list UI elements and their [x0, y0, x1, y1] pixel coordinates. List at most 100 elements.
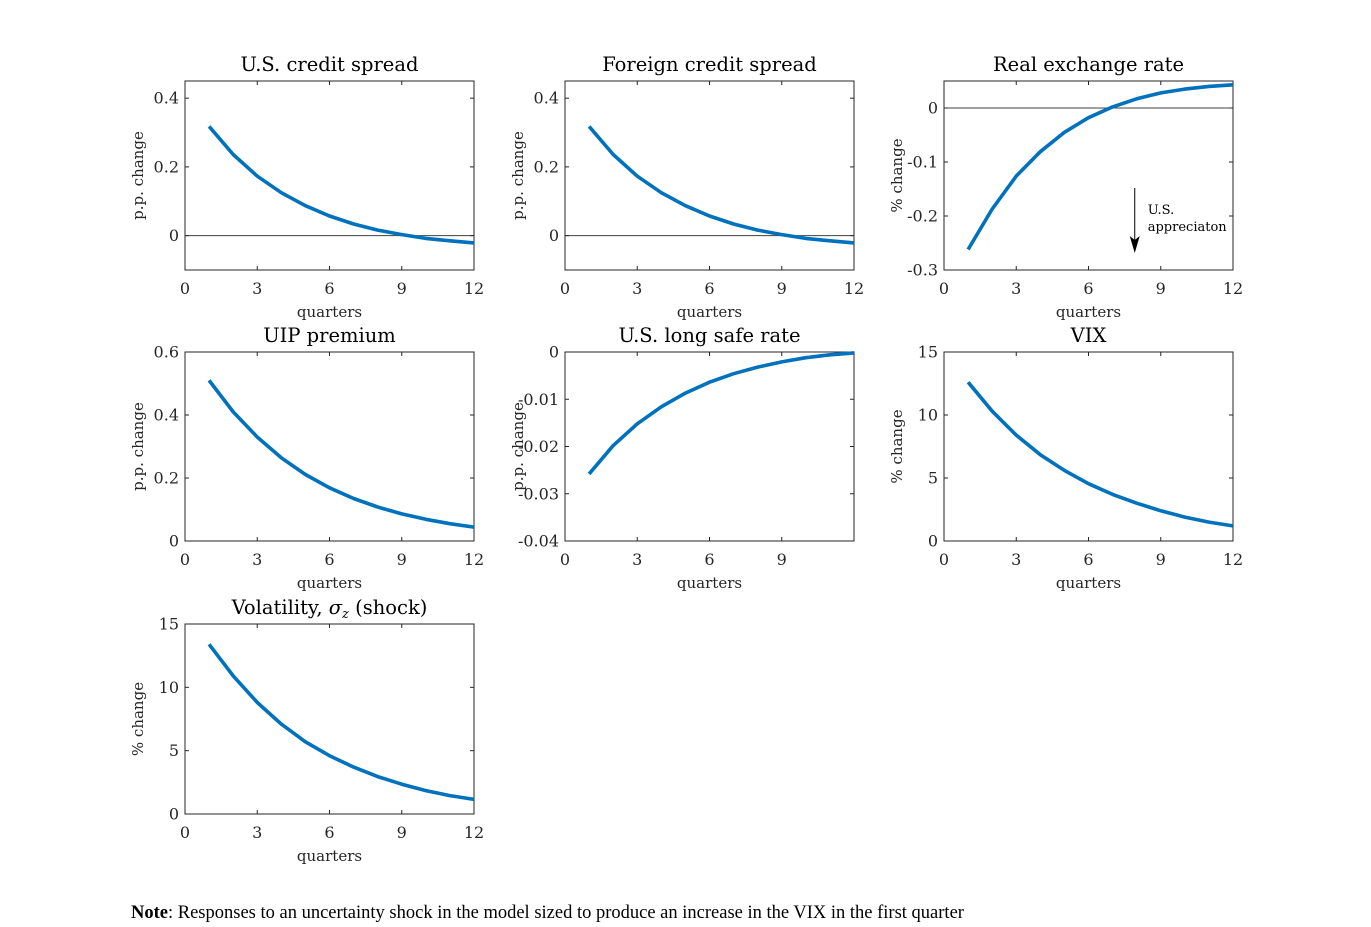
- x-tick-label: 6: [704, 279, 714, 298]
- y-tick-label: 0: [169, 805, 179, 824]
- y-tick-label: -0.01: [518, 390, 559, 409]
- y-tick-label: 0.2: [154, 157, 179, 176]
- y-axis-label: % change: [888, 409, 906, 483]
- x-tick-label: 0: [939, 279, 949, 298]
- y-tick-label: 0: [928, 99, 938, 118]
- x-tick-label: 3: [1011, 279, 1021, 298]
- annotation-text: appreciaton: [1148, 220, 1228, 235]
- subplot-5: 0 3 6 9 -0.04 -0.03 -0.02 -0.01 0 U.S. long safe …: [509, 324, 855, 592]
- x-tick-label: 0: [560, 279, 570, 298]
- y-tick-label: -0.2: [907, 207, 938, 226]
- y-tick-label: 0.4: [154, 406, 179, 425]
- axes-box: [184, 80, 475, 271]
- y-tick-label: 0.2: [154, 469, 179, 488]
- y-axis-label: % change: [129, 682, 147, 756]
- y-tick-label: 0.2: [534, 157, 559, 176]
- series-line: [587, 125, 855, 245]
- x-axis-label: quarters: [1056, 574, 1121, 592]
- y-axis-label: p.p. change: [129, 402, 147, 491]
- annotation-arrow-head: [1129, 236, 1140, 253]
- x-tick-label: 3: [1011, 550, 1021, 569]
- y-tick-label: -0.04: [518, 532, 559, 551]
- x-axis-label: quarters: [297, 574, 362, 592]
- x-tick-label: 12: [464, 823, 484, 842]
- x-axis-label: quarters: [297, 303, 362, 321]
- axes-box: [184, 351, 475, 542]
- x-tick-label: 6: [324, 550, 334, 569]
- x-tick-label: 6: [324, 823, 334, 842]
- chart-title: Foreign credit spread: [602, 53, 817, 76]
- chart-title: VIX: [1070, 324, 1107, 347]
- x-tick-label: 3: [632, 550, 642, 569]
- y-tick-label: -0.02: [518, 437, 559, 456]
- y-tick-label: 0: [928, 532, 938, 551]
- x-tick-label: 9: [397, 279, 407, 298]
- subplot-4: 0 3 6 9 12 0 0.2 0.4 0.6 UIP premium quarters p.p. …: [129, 324, 484, 592]
- y-axis-label: % change: [888, 138, 906, 212]
- chart-title: Volatility, σz (shock): [231, 596, 428, 622]
- x-tick-label: 0: [180, 279, 190, 298]
- figure-note: Note: Responses to an uncertainty shock …: [131, 903, 1361, 924]
- x-tick-label: 3: [252, 550, 262, 569]
- y-tick-label: 0: [169, 226, 179, 245]
- series-line: [207, 379, 475, 529]
- y-axis-label: p.p. change: [129, 131, 147, 220]
- x-tick-label: 9: [777, 279, 787, 298]
- x-tick-label: 9: [777, 550, 787, 569]
- series-line: [207, 643, 475, 802]
- chart-title: Real exchange rate: [993, 53, 1184, 76]
- x-tick-label: 0: [939, 550, 949, 569]
- x-axis-label: quarters: [1056, 303, 1121, 321]
- x-tick-label: 12: [464, 279, 484, 298]
- x-tick-label: 6: [1083, 550, 1093, 569]
- series-line: [587, 351, 855, 476]
- x-axis-label: quarters: [677, 303, 742, 321]
- y-tick-label: -0.3: [907, 261, 938, 280]
- y-tick-label: 15: [918, 343, 938, 362]
- x-tick-label: 0: [560, 550, 570, 569]
- x-tick-label: 6: [704, 550, 714, 569]
- x-axis-label: quarters: [677, 574, 742, 592]
- axes-box: [564, 80, 855, 271]
- chart-title: U.S. long safe rate: [618, 324, 800, 347]
- x-tick-label: 6: [324, 279, 334, 298]
- x-tick-label: 0: [180, 823, 190, 842]
- y-tick-label: 5: [169, 741, 179, 760]
- x-tick-label: 3: [252, 823, 262, 842]
- y-tick-label: 0: [549, 343, 559, 362]
- y-tick-label: 10: [918, 406, 938, 425]
- axes-box: [184, 623, 475, 815]
- series-line: [966, 381, 1234, 528]
- subplot-3: 0 3 6 9 12 -0.3 -0.2 -0.1 0 Real exchange rate qua…: [888, 53, 1243, 321]
- subplot-7: 0 3 6 9 12 0 5 10 15 Volatility, σz (shock) quarte…: [129, 596, 484, 865]
- x-tick-label: 9: [1156, 550, 1166, 569]
- series-line: [207, 125, 475, 245]
- y-tick-label: 15: [159, 615, 179, 634]
- x-tick-label: 12: [1223, 550, 1243, 569]
- x-tick-label: 12: [844, 279, 864, 298]
- y-tick-label: -0.03: [518, 484, 559, 503]
- note-label: Note: [131, 903, 168, 923]
- x-axis-label: quarters: [297, 847, 362, 865]
- subplot-2: 0 3 6 9 12 0 0.2 0.4 Foreign credit spread quarte…: [509, 53, 864, 321]
- axes-box: [943, 351, 1234, 542]
- x-tick-label: 3: [632, 279, 642, 298]
- y-tick-label: 0.4: [534, 89, 559, 108]
- y-axis-label: p.p. change: [509, 131, 527, 220]
- annotation-text: U.S.: [1148, 203, 1174, 218]
- x-tick-label: 6: [1083, 279, 1093, 298]
- x-tick-label: 12: [464, 550, 484, 569]
- y-tick-label: 5: [928, 469, 938, 488]
- series-line: [966, 83, 1234, 251]
- subplot-1: 0 3 6 9 12 0 0.2 0.4 U.S. credit spread quarters p…: [129, 53, 484, 321]
- x-tick-label: 9: [1156, 279, 1166, 298]
- subplot-6: 0 3 6 9 12 0 5 10 15 VIX quarters % change: [888, 324, 1243, 592]
- x-tick-label: 12: [1223, 279, 1243, 298]
- note-text: : Responses to an uncertainty shock in t…: [167, 903, 964, 923]
- y-axis-label: p.p. change: [509, 402, 527, 491]
- y-tick-label: 0: [169, 532, 179, 551]
- axes-box: [943, 80, 1234, 271]
- x-tick-label: 9: [397, 823, 407, 842]
- x-tick-label: 3: [252, 279, 262, 298]
